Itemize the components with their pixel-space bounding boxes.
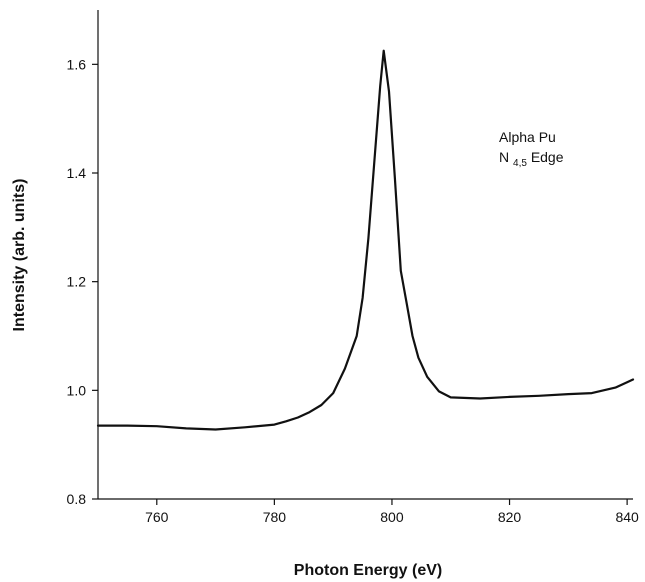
x-tick-label: 800 — [380, 509, 404, 525]
y-tick-label: 1.2 — [67, 274, 87, 290]
annotation-line-2-rest: Edge — [531, 149, 564, 165]
ticks: 760 780 800 820 840 0.8 1.0 1.2 1.4 1.6 — [67, 56, 639, 525]
y-tick-label: 1.6 — [67, 56, 87, 72]
annotation-line-2-sub: 4,5 — [513, 158, 527, 169]
axes — [97, 10, 633, 500]
series-line — [96, 49, 635, 431]
series-layer — [96, 49, 635, 431]
y-tick-label: 1.0 — [67, 382, 87, 398]
x-tick-label: 780 — [263, 509, 287, 525]
annotation-line-2: N 4,5 Edge — [499, 149, 564, 169]
y-tick-label: 1.4 — [67, 165, 87, 181]
annotation-line-2-base: N — [499, 149, 509, 165]
x-tick-label: 820 — [498, 509, 522, 525]
y-tick-label: 0.8 — [67, 491, 87, 507]
annotation-line-1: Alpha Pu — [499, 129, 556, 145]
x-tick-label: 760 — [145, 509, 169, 525]
annotation: Alpha Pu N 4,5 Edge — [499, 129, 564, 169]
y-axis-title: Intensity (arb. units) — [11, 179, 28, 332]
x-axis-title: Photon Energy (eV) — [294, 562, 442, 579]
x-tick-label: 840 — [615, 509, 639, 525]
